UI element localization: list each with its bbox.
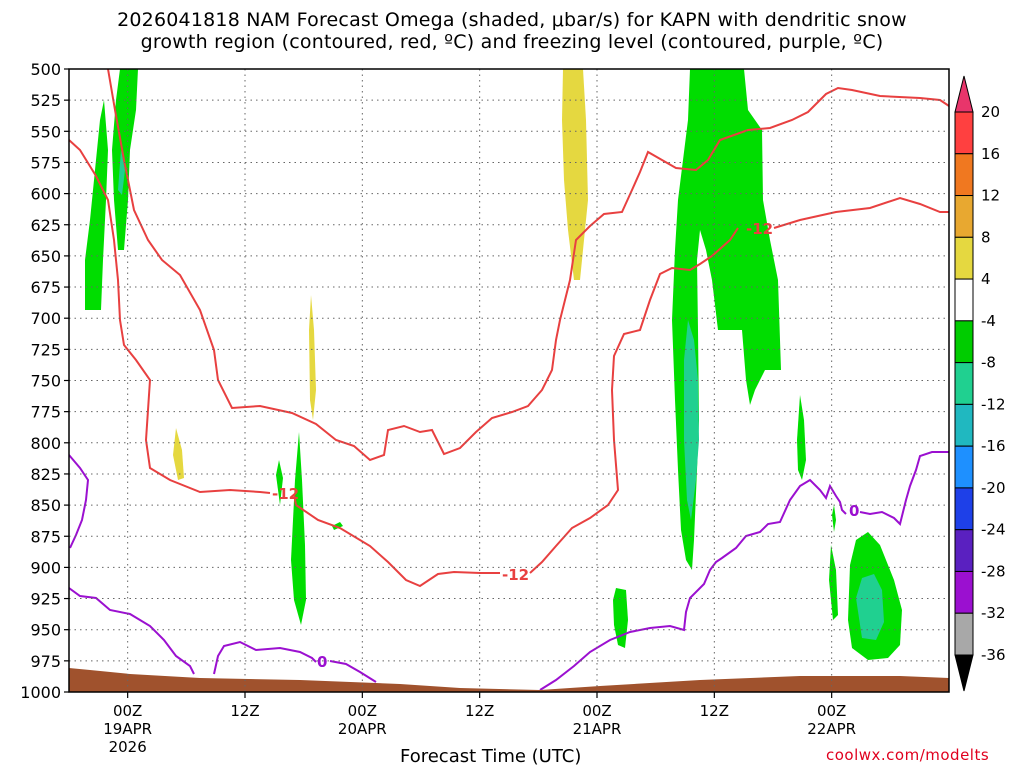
x-tick-label: 00Z: [348, 702, 377, 720]
contour-label: -12: [272, 485, 299, 503]
colorbar-swatch: [954, 195, 974, 238]
colorbar: 20 16 12 8 4 -4 -8 -12 -16 -20 -24 -28 -32 -36: [954, 75, 1006, 692]
y-tick-label: 625: [30, 216, 61, 235]
colorbar-label: -8: [981, 354, 996, 372]
colorbar-swatch: [954, 403, 974, 447]
y-tick-label: 575: [30, 153, 61, 172]
colorbar-swatch: [954, 111, 974, 155]
dendritic-contours: [69, 69, 949, 588]
x-tick-label: 12Z: [465, 702, 494, 720]
x-tick-date: 20APR: [338, 720, 387, 738]
colorbar-label: -4: [981, 312, 996, 330]
x-tick-label: 12Z: [230, 702, 259, 720]
y-tick-label: 600: [30, 185, 61, 204]
y-tick-label: 950: [30, 621, 61, 640]
colorbar-swatch: [954, 236, 974, 280]
contour-labels: -12 -12 -12 0 0: [272, 220, 859, 671]
colorbar-label: 12: [981, 187, 1000, 205]
colorbar-label: 8: [981, 228, 991, 246]
plot-grid: [69, 69, 949, 692]
freezing-level-contours: [69, 451, 949, 691]
credit-link[interactable]: coolwx.com/modelts: [826, 746, 990, 764]
chart-title-line-2: growth region (contoured, red, ºC) and f…: [140, 31, 884, 53]
colorbar-label: -36: [981, 646, 1006, 664]
y-tick-label: 750: [30, 372, 61, 391]
colorbar-swatch: [954, 320, 974, 364]
y-tick-label: 525: [30, 91, 61, 110]
colorbar-swatch: [954, 445, 974, 489]
colorbar-label: 4: [981, 270, 991, 288]
y-tick-label: 875: [30, 527, 61, 546]
colorbar-label: 20: [981, 103, 1000, 121]
y-tick-label: 550: [30, 122, 61, 141]
colorbar-label: -32: [981, 604, 1006, 622]
y-tick-label: 1000: [20, 683, 61, 702]
colorbar-swatch: [954, 570, 974, 614]
colorbar-label: -16: [981, 437, 1006, 455]
colorbar-label: -20: [981, 479, 1006, 497]
y-tick-label: 800: [30, 434, 61, 453]
x-tick-label: 12Z: [700, 702, 729, 720]
colorbar-swatch: [954, 487, 974, 531]
y-tick-label: 925: [30, 590, 61, 609]
chart-title-line-1: 2026041818 NAM Forecast Omega (shaded, μ…: [117, 9, 907, 31]
y-tick-label: 975: [30, 652, 61, 671]
y-tick-label: 700: [30, 309, 61, 328]
colorbar-label: -24: [981, 521, 1006, 539]
colorbar-swatch: [954, 278, 974, 322]
x-tick-label: 00Z: [582, 702, 611, 720]
omega-shading: [85, 69, 902, 660]
colorbar-swatch: [954, 153, 974, 197]
y-tick-label: 850: [30, 496, 61, 515]
terrain-surface: [69, 668, 949, 692]
contour-label: 0: [317, 653, 327, 671]
contour-label: -12: [746, 220, 773, 238]
colorbar-bottom-arrow: [954, 654, 974, 692]
y-tick-label: 500: [30, 60, 61, 79]
y-tick-label: 650: [30, 247, 61, 266]
colorbar-swatch: [954, 362, 974, 405]
colorbar-swatch: [954, 529, 974, 572]
colorbar-label: 16: [981, 145, 1000, 163]
contour-label: 0: [849, 502, 859, 520]
colorbar-swatch: [954, 612, 974, 656]
y-tick-label: 725: [30, 340, 61, 359]
x-tick-date: 21APR: [573, 720, 622, 738]
y-tick-label: 825: [30, 465, 61, 484]
y-tick-label: 775: [30, 403, 61, 422]
colorbar-top-arrow: [954, 75, 974, 113]
x-tick-year: 2026: [109, 738, 147, 756]
x-tick-label: 00Z: [113, 702, 142, 720]
y-tick-label: 675: [30, 278, 61, 297]
x-tick-date: 19APR: [103, 720, 152, 738]
contour-label: -12: [502, 566, 529, 584]
y-tick-label: 900: [30, 558, 61, 577]
colorbar-label: -12: [981, 395, 1006, 413]
x-axis-title: Forecast Time (UTC): [400, 746, 582, 767]
colorbar-label: -28: [981, 562, 1006, 580]
x-tick-label: 00Z: [817, 702, 846, 720]
y-axis: 500 525 550 575 600 625 650 675 700 725 750 775 800 8…: [20, 60, 69, 702]
x-tick-date: 22APR: [807, 720, 856, 738]
